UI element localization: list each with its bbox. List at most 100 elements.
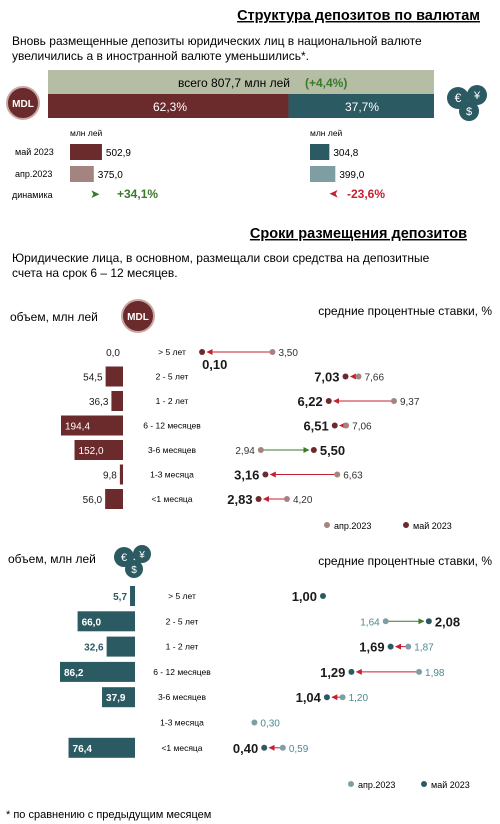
fx-rate-curr-label-2: 1,69 bbox=[359, 640, 384, 655]
fx-volume-bar-0 bbox=[130, 586, 135, 606]
intro2-line2: счета на срок 6 – 12 месяцев. bbox=[12, 266, 178, 280]
mdl-volume-label-1: 54,5 bbox=[83, 373, 103, 384]
fx-month-value-0: 304,8 bbox=[333, 148, 358, 159]
mdl-category-5: 1-3 месяца bbox=[150, 470, 194, 480]
total-change: (+4,4%) bbox=[305, 76, 347, 90]
fx-month-bar-1 bbox=[310, 166, 336, 182]
mdl-dynamics-value: +34,1% bbox=[117, 187, 158, 201]
mdl-rate-prev-dot-6 bbox=[283, 496, 290, 502]
mdl-rates-label: средние процентные ставки, % bbox=[318, 304, 492, 318]
mdl-volume-bar-2 bbox=[111, 391, 123, 411]
mdl-volume-bar-5 bbox=[119, 464, 123, 485]
fx-rate-prev-dot-6 bbox=[279, 744, 286, 751]
fx-chart-icon: € ¥ $ bbox=[114, 545, 151, 578]
fx-rate-curr-label-1: 2,08 bbox=[435, 614, 460, 629]
mdl-month-bar-0 bbox=[70, 144, 102, 160]
legend1-curr: май 2023 bbox=[413, 521, 452, 531]
title-currency-structure: Структура депозитов по валютам bbox=[237, 8, 480, 24]
mdl-rate-prev-label-2: 9,37 bbox=[400, 397, 420, 408]
fx-category-3: 6 - 12 месяцев bbox=[153, 667, 211, 677]
fx-rate-prev-dot-5 bbox=[251, 719, 258, 726]
mdl-rate-prev-dot-2 bbox=[390, 398, 397, 404]
mdl-volume-label-3: 194,4 bbox=[65, 422, 90, 433]
mdl-rate-curr-label-6: 2,83 bbox=[227, 492, 252, 507]
footnote: * по сравнению с предыдущим месяцем bbox=[6, 809, 211, 821]
mdl-rate-prev-label-1: 7,66 bbox=[365, 373, 385, 384]
fx-dynamics-arrow: ➤ bbox=[329, 187, 339, 201]
svg-text:$: $ bbox=[466, 106, 472, 118]
fx-rate-prev-label-6: 0,59 bbox=[289, 744, 309, 755]
mdl-rate-curr-label-1: 7,03 bbox=[314, 370, 339, 385]
fx-month-value-1: 399,0 bbox=[339, 170, 364, 181]
fx-rate-prev-dot-4 bbox=[339, 694, 346, 701]
fx-rate-curr-label-4: 1,04 bbox=[296, 690, 322, 705]
fx-rate-prev-label-2: 1,87 bbox=[414, 643, 434, 654]
svg-text:¥: ¥ bbox=[138, 550, 145, 561]
fx-volume-bar-3 bbox=[60, 661, 135, 682]
legend2-prev: апр.2023 bbox=[358, 780, 395, 790]
mdl-rate-curr-dot-3 bbox=[331, 422, 338, 429]
mdl-volume-label-2: 36,3 bbox=[89, 397, 109, 408]
mdl-rate-curr-dot-4 bbox=[310, 447, 317, 453]
mdl-volume-label-6: 56,0 bbox=[83, 495, 103, 506]
fx-month-bar-0 bbox=[310, 144, 330, 160]
legend2-curr: май 2023 bbox=[431, 780, 470, 790]
fx-unit-label: млн лей bbox=[310, 128, 343, 138]
fx-terms-chart: > 5 лет 5,7 1,00 2 - 5 лет 66,0 1,64 2,08 1 - 2… bbox=[60, 586, 460, 758]
fx-rate-prev-dot-3 bbox=[416, 668, 423, 675]
mdl-rate-curr-label-0: 0,10 bbox=[202, 357, 227, 372]
mdl-volume-bar-1 bbox=[105, 366, 123, 387]
fx-volume-bar-2 bbox=[106, 636, 135, 657]
mdl-chart-badge: MDL bbox=[121, 299, 155, 333]
mdl-badge-text: MDL bbox=[12, 99, 34, 110]
mdl-volume-label-4: 152,0 bbox=[79, 446, 104, 457]
fx-share-bar bbox=[288, 94, 434, 118]
mdl-unit-label: млн лей bbox=[70, 128, 103, 138]
fx-share-label: 37,7% bbox=[345, 100, 379, 114]
fx-volume-label-6: 76,4 bbox=[73, 744, 93, 755]
fx-volume-bar-4 bbox=[102, 687, 135, 708]
fx-category-2: 1 - 2 лет bbox=[166, 642, 199, 652]
mdl-share-label: 62,3% bbox=[153, 100, 187, 114]
mdl-volume-label-5: 9,8 bbox=[103, 471, 117, 482]
mdl-rate-curr-dot-0 bbox=[199, 349, 206, 355]
total-label: всего 807,7 млн лей bbox=[178, 76, 290, 90]
mdl-share-bar bbox=[48, 94, 289, 118]
mdl-month-row-label-0: май 2023 bbox=[15, 147, 54, 157]
svg-text:€: € bbox=[455, 91, 462, 105]
mdl-rate-curr-label-4: 5,50 bbox=[320, 443, 345, 458]
mdl-rate-prev-dot-1 bbox=[355, 373, 362, 380]
legend2: апр.2023 май 2023 bbox=[348, 780, 470, 790]
mdl-volume-bar-3 bbox=[61, 415, 123, 436]
mdl-rate-prev-dot-0 bbox=[269, 349, 276, 355]
fx-rate-curr-dot-1 bbox=[425, 618, 432, 625]
mdl-chart-badge-text: MDL bbox=[127, 312, 149, 323]
fx-category-0: > 5 лет bbox=[168, 591, 196, 601]
legend1-prev: апр.2023 bbox=[334, 521, 371, 531]
fx-rates-label: средние процентные ставки, % bbox=[318, 554, 492, 568]
fx-rate-curr-dot-2 bbox=[387, 643, 394, 650]
fx-rate-prev-dot-1 bbox=[382, 618, 389, 625]
fx-rate-curr-dot-3 bbox=[348, 668, 355, 675]
mdl-rate-prev-dot-3 bbox=[343, 422, 350, 429]
fx-category-5: 1-3 месяца bbox=[160, 718, 204, 728]
fx-volume-label-1: 66,0 bbox=[82, 617, 102, 628]
total-bar bbox=[48, 70, 434, 94]
mdl-rate-prev-label-0: 3,50 bbox=[278, 348, 298, 359]
fx-category-1: 2 - 5 лет bbox=[166, 616, 199, 626]
mdl-month-value-1: 375,0 bbox=[98, 170, 123, 181]
mdl-rate-prev-label-3: 7,06 bbox=[352, 422, 372, 433]
mdl-category-4: 3-6 месяцев bbox=[148, 445, 197, 455]
fx-currency-icon: € ¥ $ bbox=[447, 85, 487, 121]
mdl-volume-label: объем, млн лей bbox=[10, 310, 98, 324]
dynamics-label: динамика bbox=[12, 190, 53, 200]
fx-volume-bar-6 bbox=[68, 737, 135, 758]
fx-volume-label: объем, млн лей bbox=[8, 552, 96, 566]
mdl-rate-prev-dot-5 bbox=[334, 471, 341, 478]
intro1-line1: Вновь размещенные депозиты юридических л… bbox=[12, 34, 422, 48]
mdl-category-6: <1 месяца bbox=[151, 494, 192, 504]
mdl-terms-chart: > 5 лет 0,0 3,50 0,10 2 - 5 лет 54,5 7,66 7,03 1… bbox=[61, 347, 420, 509]
mdl-volume-bar-4 bbox=[74, 440, 123, 460]
mdl-category-3: 6 - 12 месяцев bbox=[143, 421, 201, 431]
